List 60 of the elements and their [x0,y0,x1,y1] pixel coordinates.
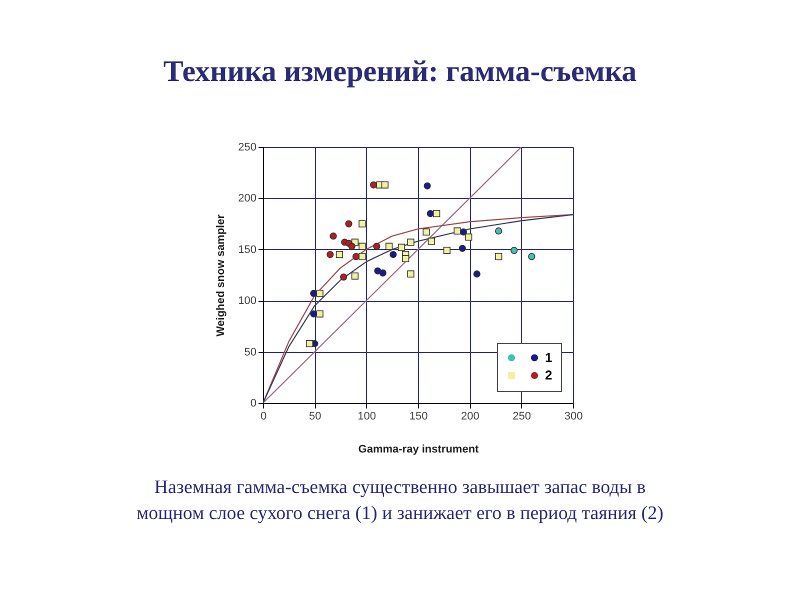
point [381,181,388,188]
point [454,227,461,235]
point [348,242,356,250]
point [370,181,378,188]
point [358,220,366,228]
legend-label: 1 [545,350,552,365]
point [528,253,536,260]
x-tick-label: 50 [309,410,322,422]
point [351,272,359,280]
point [340,273,348,281]
point [426,210,434,218]
y-tick-label: 200 [238,192,256,205]
x-tick-label: 150 [409,410,428,422]
y-axis-title: Weighed snow sampler [215,214,228,337]
point [428,238,435,245]
point [358,242,366,250]
y-tick-label: 0 [250,398,256,410]
point [379,269,386,277]
point [386,242,393,250]
point [306,340,314,348]
text: Наземная гамма-съемка существенно завышает запас воды в мощном слое сухого снега (1) и занижает его в период таяния (2) [136,477,664,524]
point [407,270,414,278]
point [433,210,440,218]
point [345,220,352,228]
point [336,250,344,258]
point [310,290,318,297]
point [326,250,334,258]
point [458,244,466,252]
x-tick-label: 200 [460,410,480,422]
point [316,290,324,297]
y-tick-label: 50 [244,346,256,358]
x-axis-title: Gamma-ray instrument [358,444,480,456]
point [374,267,382,274]
x-tick-label: 250 [512,410,532,422]
x-tick-label: 0 [260,410,267,422]
x-tick-label: 300 [564,410,583,422]
point [495,227,502,235]
point [402,255,410,262]
point [316,310,324,318]
point [310,310,318,318]
point [510,246,518,254]
point [352,253,360,260]
y-tick-label: 150 [238,244,256,256]
x-tick-label: 100 [358,410,376,422]
point [465,234,472,241]
legend-label: 2 [545,368,552,382]
chart-title: Техника измерений: гамма-съемка [163,55,637,88]
point [407,238,414,246]
point [390,250,397,258]
point [330,232,337,240]
y-tick-label: 100 [238,295,256,308]
point [473,270,480,278]
point [424,182,431,190]
point [373,242,380,250]
point [398,244,406,251]
point [495,253,502,260]
y-tick-label: 250 [238,142,256,154]
point [443,246,450,254]
point [422,228,430,236]
point [358,253,366,260]
